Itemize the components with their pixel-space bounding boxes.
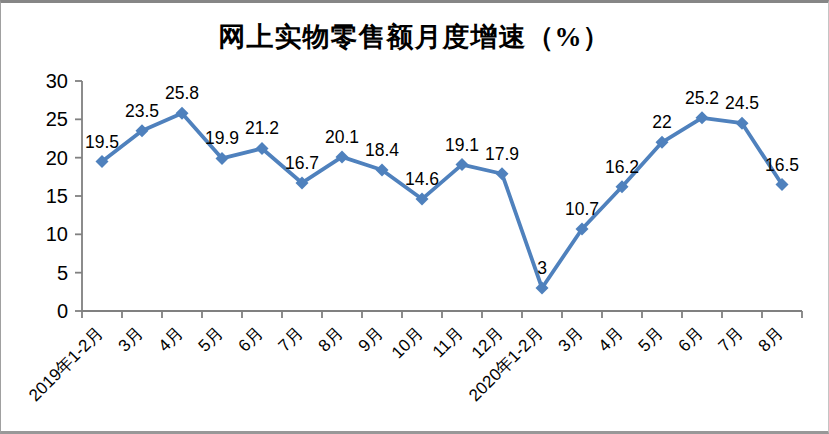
data-point-label: 19.5 <box>85 132 119 152</box>
x-axis-label: 6月 <box>235 323 267 355</box>
data-point-label: 14.6 <box>405 169 439 189</box>
data-point-label: 25.2 <box>685 88 719 108</box>
line-chart: 0510152025302019年1-2月3月4月5月6月7月8月9月10月11… <box>1 3 829 434</box>
y-tick-label: 30 <box>46 70 68 92</box>
x-axis-label: 2019年1-2月 <box>25 323 107 405</box>
data-point-label: 17.9 <box>485 144 519 164</box>
data-point-label: 21.2 <box>245 118 279 138</box>
data-point-label: 20.1 <box>325 127 359 147</box>
x-axis-label: 3月 <box>555 323 587 355</box>
x-axis-label: 5月 <box>195 323 227 355</box>
axis-lines <box>82 81 802 311</box>
x-axis-label: 6月 <box>675 323 707 355</box>
x-axis-label: 7月 <box>715 323 747 355</box>
x-axis-label: 8月 <box>315 323 347 355</box>
y-tick-label: 5 <box>57 262 68 284</box>
x-axis-label: 10月 <box>388 323 427 362</box>
x-axis-label: 2020年1-2月 <box>465 323 547 405</box>
x-axis-label: 4月 <box>155 323 187 355</box>
data-point-label: 22 <box>652 112 671 132</box>
x-axis-label: 7月 <box>275 323 307 355</box>
data-point-label: 19.1 <box>445 135 479 155</box>
y-tick-label: 10 <box>46 223 68 245</box>
data-point-marker <box>496 167 509 180</box>
data-point-label: 16.5 <box>765 155 799 175</box>
data-point-label: 18.4 <box>365 140 399 160</box>
y-tick-label: 15 <box>46 185 68 207</box>
data-point-label: 16.7 <box>285 153 319 173</box>
data-point-label: 19.9 <box>205 128 239 148</box>
data-point-label: 24.5 <box>725 93 759 113</box>
data-point-label: 3 <box>537 258 547 278</box>
x-axis-label: 5月 <box>635 323 667 355</box>
x-axis-label: 4月 <box>595 323 627 355</box>
y-tick-label: 20 <box>46 147 68 169</box>
y-tick-label: 0 <box>57 300 68 322</box>
x-axis-label: 3月 <box>115 323 147 355</box>
chart-window: 网上实物零售额月度增速（%） 0510152025302019年1-2月3月4月… <box>0 0 829 434</box>
data-point-label: 16.2 <box>605 157 639 177</box>
y-tick-label: 25 <box>46 108 68 130</box>
data-point-label: 25.8 <box>165 83 199 103</box>
x-axis-label: 9月 <box>355 323 387 355</box>
x-axis-label: 11月 <box>429 323 467 361</box>
x-axis-label: 8月 <box>755 323 787 355</box>
data-point-label: 23.5 <box>125 101 159 121</box>
data-point-label: 10.7 <box>565 199 599 219</box>
